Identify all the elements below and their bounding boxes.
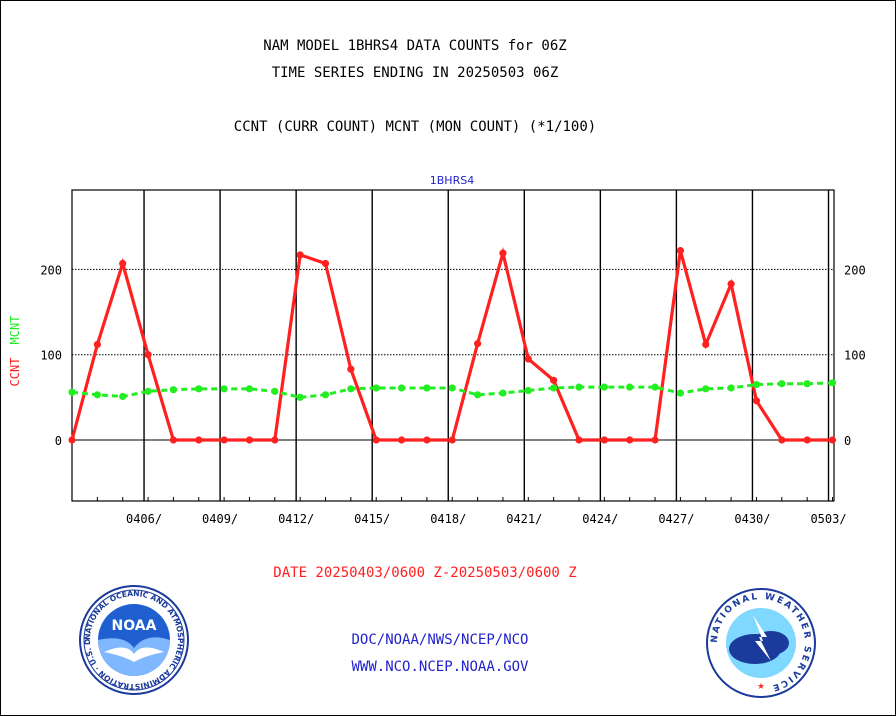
point-mcnt: [144, 387, 152, 395]
point-ccnt: [321, 259, 330, 268]
point-mcnt: [195, 385, 203, 393]
point-mcnt: [68, 388, 76, 396]
point-mcnt: [575, 383, 583, 391]
series-layer: [68, 246, 837, 444]
point-ccnt: [575, 436, 583, 444]
nws-logo: NATIONAL WEATHER SERVICE ★: [706, 588, 816, 698]
point-ccnt: [372, 436, 380, 444]
agency-link[interactable]: DOC/NOAA/NWS/NCEP/NCO: [351, 632, 529, 648]
point-ccnt: [550, 376, 558, 384]
noaa-logo: NATIONAL OCEANIC AND ATMOSPHERIC ADMINIS…: [79, 585, 189, 695]
point-ccnt: [499, 249, 507, 257]
point-ccnt: [778, 436, 786, 444]
point-ccnt: [702, 340, 710, 349]
x-tick-label: 0412/: [278, 512, 314, 526]
x-tick-label: 0424/: [582, 512, 618, 526]
x-tick-label: 0418/: [430, 512, 466, 526]
point-ccnt: [347, 365, 355, 373]
point-ccnt: [423, 436, 431, 444]
point-ccnt: [651, 436, 659, 444]
header-line-1: NAM MODEL 1BHRS4 DATA COUNTS for 06Z: [263, 38, 567, 54]
point-ccnt: [68, 436, 76, 444]
point-ccnt: [245, 436, 254, 444]
x-tick-label: 0503/: [810, 512, 846, 526]
point-ccnt: [600, 436, 608, 444]
point-mcnt: [828, 379, 837, 387]
point-ccnt: [448, 436, 456, 444]
point-ccnt: [676, 247, 685, 255]
point-ccnt: [93, 340, 101, 349]
x-tick-label: 0427/: [658, 512, 694, 526]
point-ccnt: [144, 351, 152, 359]
point-ccnt: [195, 436, 203, 444]
point-mcnt: [600, 383, 608, 391]
y-tick-label-left: 200: [40, 263, 62, 277]
point-ccnt: [828, 436, 837, 444]
point-mcnt: [296, 393, 304, 401]
point-mcnt: [676, 389, 685, 397]
point-ccnt: [119, 259, 127, 268]
point-mcnt: [626, 383, 634, 391]
grid-layer: [71, 190, 834, 501]
x-tick-label: 0406/: [126, 512, 162, 526]
point-mcnt: [524, 386, 532, 395]
point-ccnt: [474, 340, 482, 348]
point-mcnt: [651, 383, 659, 391]
point-mcnt: [347, 385, 355, 393]
point-mcnt: [423, 384, 431, 392]
series-line-ccnt: [70, 246, 833, 442]
tick-layer: 0 0 100 100 200 200 0406/0409/0412/0415/0418/0…: [40, 263, 865, 526]
point-ccnt: [803, 436, 811, 444]
point-ccnt: [752, 397, 761, 405]
x-tick-label: 0409/: [202, 512, 238, 526]
y-tick-label-right: 100: [844, 349, 866, 363]
point-mcnt: [119, 392, 127, 401]
point-ccnt: [626, 436, 634, 444]
y-tick-label-left: 0: [55, 434, 62, 448]
point-mcnt: [702, 385, 710, 393]
point-mcnt: [169, 386, 177, 394]
point-mcnt: [803, 380, 811, 388]
x-tick-label: 0415/: [354, 512, 390, 526]
point-mcnt: [752, 380, 761, 389]
y-label-ccnt: CCNT: [8, 358, 22, 387]
y-tick-label-right: 200: [844, 263, 866, 277]
y-axis-label: CCNT MCNT: [8, 316, 22, 387]
chart-title: 1BHRS4: [430, 174, 474, 187]
point-ccnt: [524, 355, 532, 363]
x-tick-label: 0421/: [506, 512, 542, 526]
point-mcnt: [245, 385, 254, 393]
date-range: DATE 20250403/0600 Z-20250503/0600 Z: [273, 565, 577, 581]
point-mcnt: [220, 385, 228, 393]
x-tick-label: 0430/: [734, 512, 770, 526]
point-ccnt: [271, 436, 279, 444]
y-tick-label-left: 100: [40, 349, 62, 363]
point-mcnt: [778, 380, 786, 388]
point-mcnt: [474, 391, 482, 399]
point-ccnt: [220, 436, 228, 444]
header-line-3: CCNT (CURR COUNT) MCNT (MON COUNT) (*1/1…: [233, 119, 597, 135]
point-mcnt: [93, 391, 101, 399]
point-mcnt: [321, 391, 330, 399]
point-ccnt: [397, 436, 406, 444]
header-line-2: TIME SERIES ENDING IN 20250503 06Z: [271, 65, 559, 81]
y-tick-label-right: 0: [844, 434, 851, 448]
point-ccnt: [296, 251, 304, 259]
point-mcnt: [397, 384, 406, 392]
point-mcnt: [271, 387, 279, 395]
website-link[interactable]: WWW.NCO.NCEP.NOAA.GOV: [351, 659, 529, 675]
point-mcnt: [448, 384, 456, 392]
point-mcnt: [727, 384, 735, 392]
point-ccnt: [727, 280, 735, 288]
y-label-mcnt: MCNT: [8, 316, 22, 345]
plot-area: [71, 189, 835, 502]
nws-star-icon: ★: [757, 678, 764, 692]
point-mcnt: [372, 384, 380, 392]
point-mcnt: [499, 389, 507, 397]
point-ccnt: [169, 436, 177, 444]
noaa-logo-text: NOAA: [112, 618, 157, 634]
point-mcnt: [550, 384, 558, 392]
